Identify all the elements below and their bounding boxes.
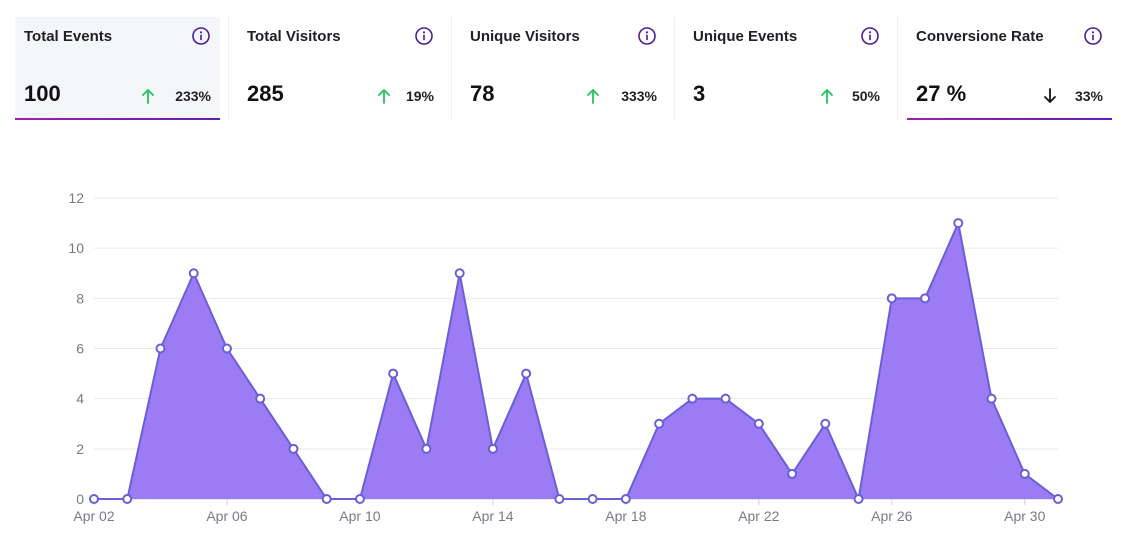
data-point [886,293,897,304]
data-point [986,393,997,404]
card-title: Unique Events [693,28,798,45]
series-area [94,223,1058,500]
data-point [853,494,864,504]
y-tick-label: 0 [76,491,84,507]
card-value: 285 [247,81,284,106]
y-tick-label: 4 [76,391,84,407]
data-point [687,393,698,404]
chart-points [89,218,1063,504]
y-tick-label: 8 [76,290,84,306]
info-circle-icon[interactable] [861,27,879,45]
y-tick-label: 6 [76,341,84,357]
card-change: 333% [621,88,657,104]
stat-card-total-events[interactable]: Total Events 100 233% [15,17,229,120]
arrow-up-icon [821,89,833,104]
card-change: 33% [1074,88,1103,104]
x-tick-label: Apr 02 [73,508,114,524]
x-tick-label: Apr 14 [472,508,513,524]
info-circle-icon[interactable] [1084,27,1102,45]
series-line [94,222,1059,500]
x-tick-label: Apr 22 [738,508,779,524]
card-change: 19% [405,88,434,104]
data-point [953,218,964,229]
chart-series [94,222,1059,500]
card-change: 233% [175,88,211,104]
data-point [388,368,399,379]
card-divider [228,17,229,120]
data-point [587,494,598,504]
x-tick-label: Apr 06 [206,508,247,524]
stat-card-conversion-rate[interactable]: Conversione Rate 27 % 33% [907,17,1112,120]
stat-card-unique-visitors[interactable]: Unique Visitors 78 333% [461,17,675,120]
y-axis-ticks: 0 2 4 6 8 10 12 [68,190,84,507]
data-point [521,368,532,379]
y-tick-label: 2 [76,441,84,457]
data-point [122,494,133,504]
arrow-down-icon [1044,88,1056,103]
data-point [1019,468,1030,479]
y-tick-label: 12 [68,190,84,206]
data-point [321,494,332,504]
x-tick-label: Apr 26 [871,508,912,524]
arrow-up-icon [142,89,154,104]
stats-row: Total Events 100 233% Total Visitors 285… [15,17,1113,121]
data-point [920,293,931,304]
info-circle-icon[interactable] [192,27,210,45]
card-value: 78 [470,81,495,106]
x-tick-label: Apr 10 [339,508,380,524]
events-area-chart: 0 2 4 6 8 10 12 Apr 02 Apr 06 Apr 10 Apr 14 Apr 18… [68,190,1063,524]
card-title: Conversione Rate [916,28,1044,45]
card-value: 27 % [916,81,967,106]
data-point [487,443,498,454]
data-point [421,443,432,454]
x-axis-ticks: Apr 02 Apr 06 Apr 10 Apr 14 Apr 18 Apr 22 Apr … [73,499,1046,524]
x-tick-label: Apr 18 [605,508,646,524]
data-point [255,393,266,404]
y-tick-label: 10 [68,240,84,256]
data-point [787,468,798,479]
x-tick-label: Apr 30 [1004,508,1045,524]
card-divider [674,17,675,120]
card-title: Unique Visitors [470,28,580,45]
info-circle-icon[interactable] [415,27,433,45]
data-point [89,494,99,504]
card-title: Total Visitors [247,28,341,45]
card-change: 50% [851,88,880,104]
card-title: Total Events [24,28,113,45]
data-point [720,393,731,404]
stat-card-unique-events[interactable]: Unique Events 3 50% [684,17,898,120]
data-point [554,494,565,504]
info-circle-icon[interactable] [638,27,656,45]
card-divider [897,17,898,120]
arrow-up-icon [587,89,599,104]
data-point [288,443,299,454]
card-divider [451,17,452,120]
arrow-up-icon [378,89,390,104]
data-point [155,343,166,354]
data-point [188,268,199,279]
stat-card-total-visitors[interactable]: Total Visitors 285 19% [238,17,452,120]
card-value: 100 [24,81,61,106]
data-point [354,494,365,504]
data-point [1053,494,1063,504]
data-point [654,418,665,429]
data-point [753,418,764,429]
data-point [820,418,831,429]
data-point [620,494,631,504]
data-point [454,268,465,279]
data-point [221,343,232,354]
card-value: 3 [693,81,706,106]
